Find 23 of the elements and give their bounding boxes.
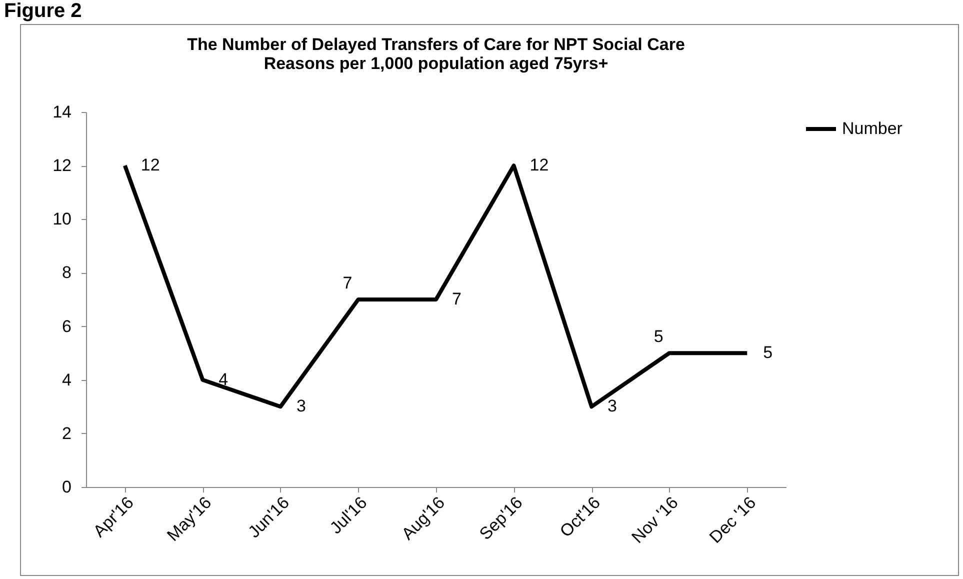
x-tick-label: Dec '16 xyxy=(706,493,760,547)
text: Reasons per 1,000 population aged 75yrs+ xyxy=(264,54,608,73)
data-label: 5 xyxy=(654,327,664,346)
data-label: 3 xyxy=(296,396,306,416)
y-tick-label: 10 xyxy=(52,210,72,229)
data-label: 12 xyxy=(140,156,160,175)
data-label: 7 xyxy=(342,274,352,292)
data-label: 3 xyxy=(608,396,618,416)
y-tick-label: 6 xyxy=(62,316,72,336)
data-label: 5 xyxy=(763,343,773,362)
data-label: 4 xyxy=(218,370,228,389)
y-tick-label: 4 xyxy=(62,370,72,390)
y-tick-label: 14 xyxy=(52,102,72,122)
data-label: 12 xyxy=(530,156,549,175)
legend-label: Number xyxy=(842,119,903,138)
y-tick-label: 2 xyxy=(62,424,72,443)
caption: Figure 2 xyxy=(4,0,82,23)
text: The Number of Delayed Transfers of Care for NPT Social Care xyxy=(187,35,685,54)
y-tick-label: 12 xyxy=(52,156,72,176)
y-tick-label: 8 xyxy=(62,263,72,282)
y-tick-label: 0 xyxy=(62,478,72,496)
x-tick-label: Nov '16 xyxy=(628,493,682,547)
data-label: 7 xyxy=(452,290,462,308)
